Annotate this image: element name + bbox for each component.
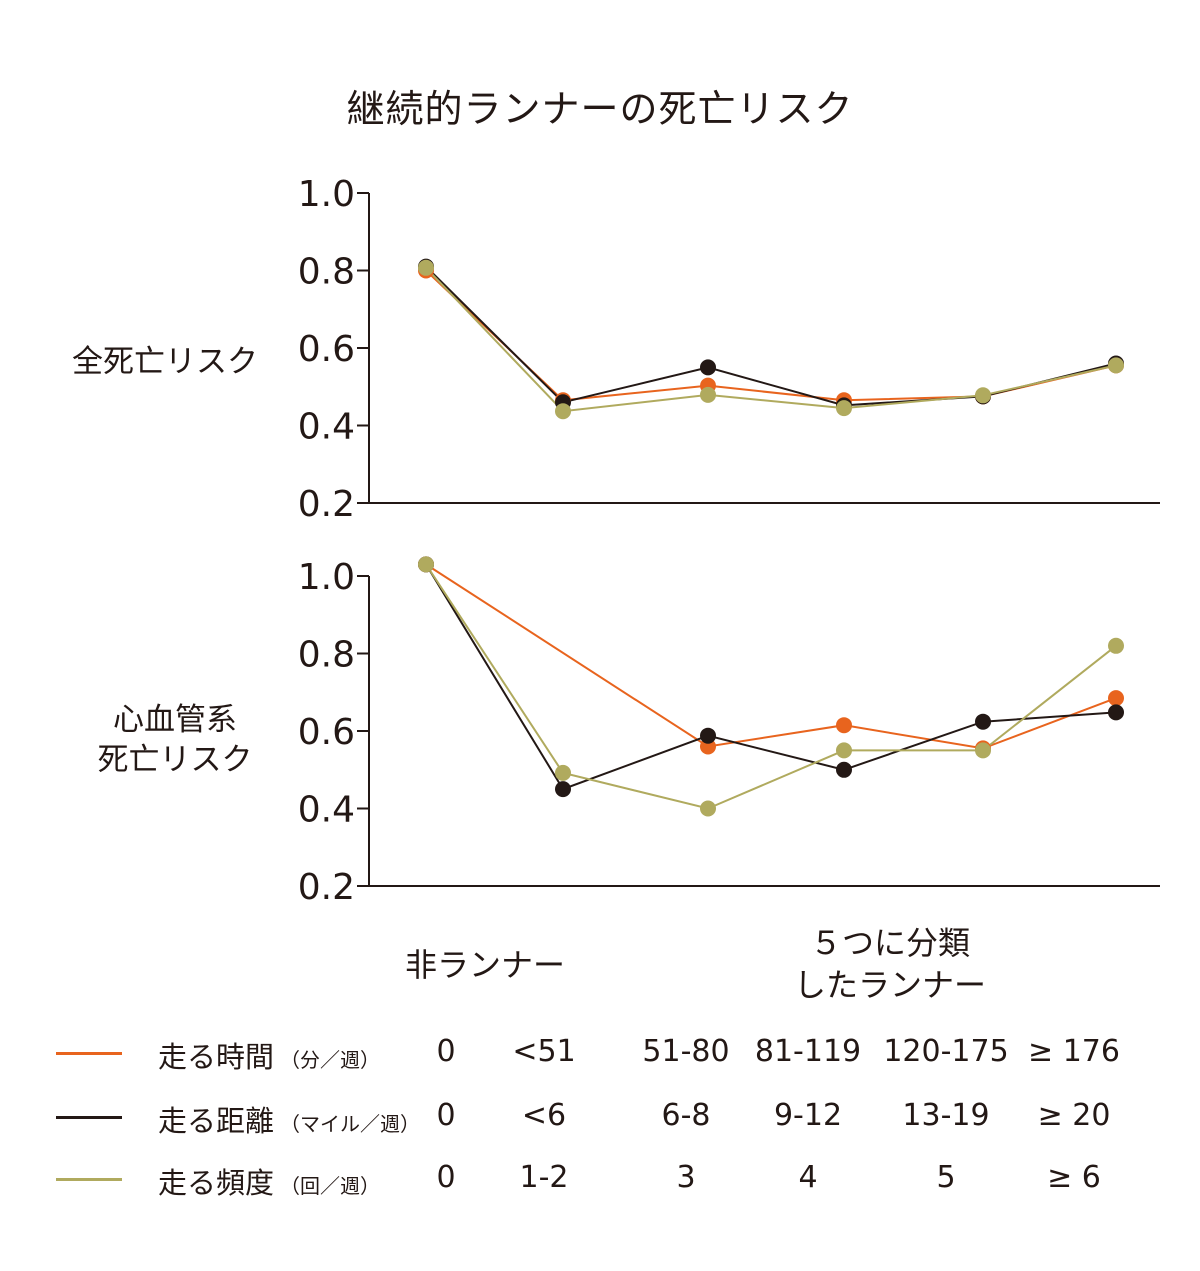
data-point-frequency xyxy=(418,259,434,276)
y-tick-label: 0.6 xyxy=(298,329,355,370)
data-point-frequency xyxy=(975,742,991,759)
data-point-frequency xyxy=(418,556,434,573)
panel-label-cardiovascular: 心血管系 死亡リスク xyxy=(97,702,253,778)
category-value: 81-119 xyxy=(754,1034,862,1069)
chart-title: 継続的ランナーの死亡リスク xyxy=(346,87,854,131)
legend-label-unit: （分／週） xyxy=(280,1048,381,1072)
legend-label-text: 走る頻度 xyxy=(158,1166,275,1200)
data-point-frequency xyxy=(555,403,571,420)
data-point-frequency xyxy=(836,400,852,417)
series-line-distance xyxy=(425,563,1117,791)
category-value: 51-80 xyxy=(642,1034,730,1069)
category-value: 4 xyxy=(798,1160,818,1195)
legend-label-unit: （回／週） xyxy=(280,1174,381,1198)
category-value: 0 xyxy=(436,1034,456,1069)
legend-swatch-frequency xyxy=(56,1178,122,1181)
category-value: 0 xyxy=(436,1098,456,1133)
category-value: ≥ 6 xyxy=(1047,1160,1101,1195)
y-tick-label: 1.0 xyxy=(298,174,355,215)
category-value: 13-19 xyxy=(902,1098,990,1133)
legend-label-text: 走る時間 xyxy=(158,1040,275,1074)
category-value: 9-12 xyxy=(773,1098,843,1133)
y-tick-label: 0.4 xyxy=(298,790,355,831)
legend-label: 走る距離 （マイル／週） xyxy=(158,1098,420,1140)
category-value: 3 xyxy=(676,1160,696,1195)
group-label-runners: ５つに分類 したランナー xyxy=(793,924,986,1004)
y-tick-label: 0.8 xyxy=(298,635,355,676)
category-value: 1-2 xyxy=(519,1160,569,1195)
group-label-non-runner: 非ランナー xyxy=(404,946,565,984)
y-tick-label: 1.0 xyxy=(298,557,355,598)
data-point-frequency xyxy=(700,800,716,817)
panel-label-all-cause: 全死亡リスク xyxy=(72,344,258,380)
data-point-frequency xyxy=(1108,637,1124,654)
y-tick-label: 0.2 xyxy=(298,867,355,908)
data-point-frequency xyxy=(1108,357,1124,374)
category-value: <6 xyxy=(521,1098,567,1133)
category-value: 120-175 xyxy=(883,1034,1009,1069)
legend-swatch-time xyxy=(56,1052,122,1055)
series-line-frequency xyxy=(425,267,1117,413)
data-point-frequency xyxy=(975,387,991,404)
legend-label-text: 走る距離 xyxy=(158,1104,275,1138)
category-value: <51 xyxy=(512,1034,576,1069)
y-tick-label: 0.4 xyxy=(298,407,355,448)
line-chart: 1.0 0.8 0.6 0.4 0.2 1.0 0.8 0.6 0.4 0.2 xyxy=(298,174,1160,908)
series-line-frequency xyxy=(425,563,1117,810)
data-point-time xyxy=(836,717,852,734)
category-value: 6-8 xyxy=(661,1098,711,1133)
legend-row-distance: 走る距離 （マイル／週） 0 <6 6-8 9-12 13-19 ≥ 20 xyxy=(0,1092,1200,1142)
data-point-distance xyxy=(975,713,991,730)
y-tick-label: 0.6 xyxy=(298,712,355,753)
data-point-time xyxy=(1108,690,1124,707)
data-point-distance xyxy=(700,359,716,376)
data-point-frequency xyxy=(700,386,716,403)
category-value: 5 xyxy=(936,1160,956,1195)
data-point-distance xyxy=(836,761,852,778)
legend-label-unit: （マイル／週） xyxy=(280,1112,421,1136)
series-line-distance xyxy=(425,265,1117,407)
category-value: ≥ 176 xyxy=(1028,1034,1120,1069)
data-point-frequency xyxy=(555,764,571,781)
data-point-distance xyxy=(1108,704,1124,721)
y-tick-label: 0.8 xyxy=(298,252,355,293)
data-point-frequency xyxy=(836,742,852,759)
category-value: 0 xyxy=(436,1160,456,1195)
y-tick-label: 0.2 xyxy=(298,484,355,525)
category-value: ≥ 20 xyxy=(1037,1098,1111,1133)
legend-label: 走る頻度 （回／週） xyxy=(158,1160,380,1202)
legend-label: 走る時間 （分／週） xyxy=(158,1034,380,1076)
data-point-distance xyxy=(700,727,716,744)
series-line-time xyxy=(425,269,1117,402)
data-point-distance xyxy=(555,781,571,798)
legend-swatch-distance xyxy=(56,1116,122,1119)
legend-row-frequency: 走る頻度 （回／週） 0 1-2 3 4 5 ≥ 6 xyxy=(0,1154,1200,1204)
legend-row-time: 走る時間 （分／週） 0 <51 51-80 81-119 120-175 ≥ 176 xyxy=(0,1028,1200,1078)
